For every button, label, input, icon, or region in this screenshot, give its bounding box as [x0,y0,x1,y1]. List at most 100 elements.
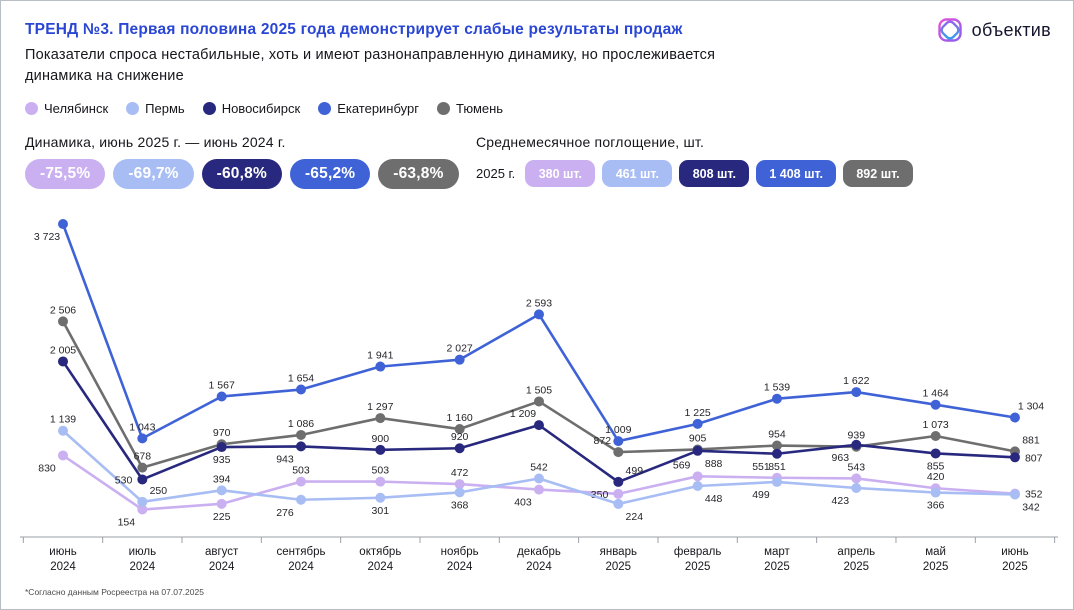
data-point-label: 1 073 [922,419,948,431]
dynamics-badge-3: -60,8% [201,159,282,189]
data-point-Пермь [613,498,624,509]
data-point-label: 276 [276,507,294,519]
data-point-Челябинск [216,498,227,509]
data-point-label: 1 654 [288,373,314,385]
data-point-Екатеринбург [930,399,941,410]
data-point-label: 1 505 [526,384,552,396]
data-point-Новосибирск [771,448,782,459]
data-point-label: 352 [1025,489,1043,501]
data-point-Пермь [692,481,703,491]
data-point-label: 2 005 [50,344,76,356]
data-point-Пермь [295,494,306,505]
data-point-Пермь [771,476,782,487]
data-point-label: 420 [927,471,945,483]
dynamics-badge-4: -65,2% [289,159,371,189]
absorption-badge-2: 461 шт. [602,160,673,187]
data-point-label: 342 [1022,501,1040,513]
data-point-label: 943 [276,453,294,465]
data-point-Тюмень [771,440,782,451]
data-point-Новосибирск [851,439,862,450]
series-line-Екатеринбург [61,222,1017,443]
x-axis-label: май 2025 [923,546,949,573]
data-point-Пермь [851,483,862,493]
x-axis-label: июнь 2025 [1001,546,1028,573]
data-point-Челябинск [375,476,386,487]
data-point-label: 963 [832,452,850,464]
data-point-label: 881 [1022,434,1040,446]
data-point-Пермь [58,425,68,436]
dynamics-badge-5: -63,8% [378,159,459,189]
absorption-block: Среднемесячное поглощение, шт. 2025 г. 3… [476,134,913,187]
data-point-Челябинск [533,484,544,495]
source-footnote: *Согласно данным Росреестра на 07.07.202… [25,587,204,597]
data-point-label: 154 [118,517,136,529]
data-point-Новосибирск [375,444,386,455]
dynamics-title: Динамика, июнь 2025 г. — июнь 2024 г. [25,134,286,150]
data-point-Пермь [930,487,941,498]
legend-dot-icon [318,102,332,115]
absorption-badge-1: 380 шт. [525,160,596,187]
data-point-label: 542 [530,461,548,473]
data-point-label: 503 [372,465,390,477]
data-point-label: 1 297 [367,401,393,413]
data-point-label: 3 723 [34,231,60,243]
data-point-Екатеринбург [851,387,862,398]
dynamics-block: Динамика, июнь 2025 г. — июнь 2024 г. -7… [25,134,459,189]
data-point-Пермь [454,487,465,498]
x-axis-label: ноябрь 2024 [441,546,479,573]
absorption-title: Среднемесячное поглощение, шт. [476,134,705,150]
subtitle-line-2: динамика на снижение [25,68,184,84]
dynamics-badge-2: -69,7% [113,159,194,189]
x-axis-label: сентябрь 2024 [277,546,326,573]
legend-dot-icon [126,102,140,115]
data-point-Новосибирск [930,448,941,459]
absorption-badges-row: 2025 г. 380 шт. 461 шт. 808 шт. 1 408 шт. 89… [476,160,913,187]
data-point-label: 394 [213,473,231,485]
data-point-Пермь [533,473,544,484]
legend-label: Екатеринбург [337,101,419,116]
data-point-label: 224 [626,511,644,523]
data-point-label: 225 [213,511,231,523]
data-point-Екатеринбург [137,433,148,444]
legend-item-3: Новосибирск [202,101,301,116]
x-axis-label: август 2024 [205,546,239,573]
data-point-label: 1 941 [367,350,393,362]
data-point-Новосибирск [613,476,624,487]
absorption-badges: 380 шт. 461 шт. 808 шт. 1 408 шт. 892 шт. [525,160,913,187]
data-point-Екатеринбург [1009,412,1020,423]
data-point-label: 403 [514,497,532,509]
data-point-label: 1 225 [684,407,710,419]
subtitle-line-1: Показатели спроса нестабильные, хоть и и… [25,47,716,63]
data-point-Челябинск [137,504,148,515]
data-point-label: 1 086 [288,418,314,430]
data-point-label: 1 464 [922,388,948,400]
x-axis-label: март 2025 [764,546,790,573]
chart-legend: Челябинск Пермь Новосибирск Екатеринбург Тюм… [25,101,503,116]
x-axis-label: июнь 2024 [49,546,76,573]
data-point-Тюмень [137,462,148,473]
data-point-Челябинск [58,450,68,461]
data-point-label: 920 [451,431,469,443]
legend-label: Новосибирск [221,101,301,116]
lens-logo-icon [935,15,965,45]
data-point-label: 543 [848,461,866,473]
data-point-label: 366 [927,500,945,512]
page-title: ТРЕНД №3. Первая половина 2025 года демо… [25,21,683,38]
data-point-label: 499 [626,465,644,477]
x-axis-label: январь 2025 [600,546,637,573]
data-point-Тюмень [454,424,465,435]
legend-item-2: Пермь [126,101,185,116]
legend-dot-icon [436,102,450,115]
x-axis-label: февраль 2025 [674,546,721,573]
x-axis-label: апрель 2025 [837,546,875,573]
legend-item-4: Екатеринбург [318,101,419,116]
data-point-label: 551 [752,461,770,473]
data-point-Екатеринбург [216,391,227,402]
data-point-label: 530 [115,474,133,486]
data-point-label: 1 209 [510,408,536,420]
data-point-label: 900 [372,433,390,445]
data-point-label: 2 506 [50,304,76,316]
data-point-Пермь [137,496,148,507]
data-point-label: 569 [673,459,691,471]
